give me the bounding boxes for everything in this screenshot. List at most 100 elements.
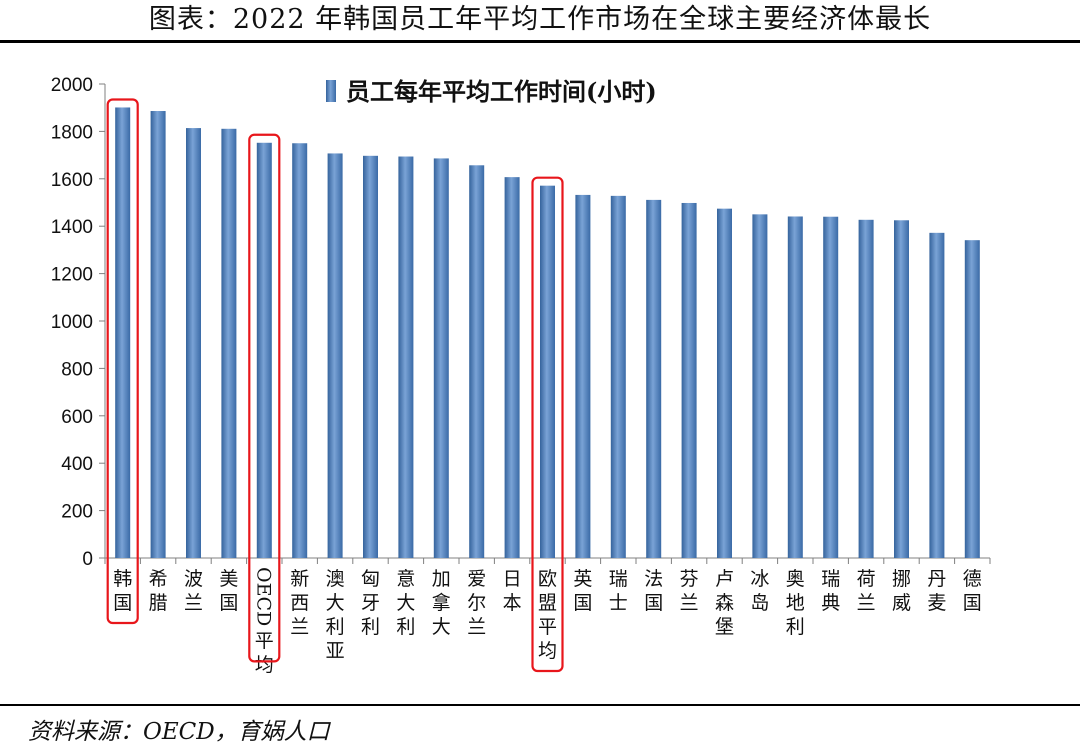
category-label-part: 瑞 <box>609 568 628 590</box>
bar <box>823 216 839 558</box>
category-label-part: 美 <box>219 568 238 590</box>
category-label-part: 法 <box>644 568 663 590</box>
category-label-part: 大 <box>396 592 415 614</box>
category-label: 欧盟平均 <box>538 568 557 662</box>
category-label-part: 欧 <box>538 568 557 590</box>
legend-swatch <box>326 80 336 102</box>
category-label-part: 芬 <box>680 568 699 590</box>
category-label-part: 冰 <box>750 568 769 590</box>
category-label-part: 森 <box>715 592 734 614</box>
category-label-part: 士 <box>609 592 628 614</box>
category-label-part: 丹 <box>927 568 946 590</box>
chart-legend: 员工每年平均工作时间(小时) <box>326 77 657 106</box>
bar <box>292 143 308 558</box>
category-label: 爱尔兰 <box>467 568 486 638</box>
category-label: 奥地利 <box>786 568 805 638</box>
bar <box>717 208 732 559</box>
category-label-part: 兰 <box>467 616 486 638</box>
bar <box>327 153 343 558</box>
y-tick-label: 1800 <box>51 122 93 143</box>
category-label: 意大利 <box>396 568 415 638</box>
category-label: 荷兰 <box>857 568 876 614</box>
category-label-part: 腊 <box>149 592 168 614</box>
category-label-part: 亚 <box>326 640 345 662</box>
category-label-part: 平 <box>538 616 557 638</box>
y-tick-label: 0 <box>82 549 93 570</box>
category-label-part: 堡 <box>715 616 734 638</box>
category-label-part: 兰 <box>290 616 309 638</box>
category-label: 波兰 <box>184 568 203 614</box>
category-label-part: 盟 <box>538 592 557 614</box>
category-label-part: 利 <box>396 616 415 638</box>
category-label-part: 意 <box>396 568 415 590</box>
highlight-boxes <box>106 98 564 673</box>
category-label-rotated: OECD <box>252 567 274 626</box>
bar <box>433 158 449 558</box>
category-label-part: 国 <box>963 592 982 614</box>
category-label: 希腊 <box>149 568 168 614</box>
bar <box>540 185 555 558</box>
highlight-box <box>248 133 281 663</box>
bar <box>894 220 909 558</box>
category-label-part: 本 <box>503 592 522 614</box>
chart-title: 图表：2022 年韩国员工年平均工作市场在全球主要经济体最长 <box>148 4 932 35</box>
category-label-part: 卢 <box>715 568 734 590</box>
y-tick-label: 1400 <box>51 217 93 238</box>
category-label-part: 典 <box>821 592 840 614</box>
category-label: 冰岛 <box>750 568 769 614</box>
category-label-part: 牙 <box>361 592 380 614</box>
legend-label: 员工每年平均工作时间(小时) <box>346 77 657 106</box>
category-label-part: 澳 <box>326 568 345 590</box>
source-note: 资料来源：OECD，育娲人口 <box>28 719 330 745</box>
y-tick-label: 600 <box>61 407 93 428</box>
category-label: 平均 <box>255 630 274 676</box>
category-label-part: 兰 <box>857 592 876 614</box>
category-label-part: 大 <box>432 616 451 638</box>
category-label-part: 新 <box>290 568 309 590</box>
chart-bars <box>115 107 980 559</box>
category-label: 卢森堡 <box>715 568 734 638</box>
category-label-part: 利 <box>786 616 805 638</box>
bar <box>646 199 662 558</box>
category-label-part: 瑞 <box>821 568 840 590</box>
category-label-part: 韩 <box>113 568 132 590</box>
bar <box>221 128 237 558</box>
bar <box>504 177 520 559</box>
category-label-part: 均 <box>255 654 274 676</box>
bar <box>787 216 803 558</box>
category-label-part: 国 <box>644 592 663 614</box>
category-label-part: 大 <box>326 592 345 614</box>
bar <box>469 165 485 558</box>
category-label: 瑞士 <box>609 568 628 614</box>
category-label-part: 希 <box>149 568 168 590</box>
category-label-part: 西 <box>290 592 309 614</box>
bar <box>681 202 697 558</box>
category-label-part: 德 <box>963 568 982 590</box>
category-label-part: 利 <box>361 616 380 638</box>
category-label: 新西兰 <box>290 568 309 638</box>
category-label-part: 地 <box>786 592 805 614</box>
bar <box>575 194 591 558</box>
category-label-part: 荷 <box>857 568 876 590</box>
y-tick-label: 800 <box>61 359 93 380</box>
bar <box>752 214 768 558</box>
category-label: 加拿大 <box>432 568 451 638</box>
bar <box>858 219 874 558</box>
category-label: 匈牙利 <box>361 568 380 638</box>
footer-rule <box>0 704 1080 706</box>
bar <box>186 128 201 558</box>
bar <box>929 232 945 558</box>
bar <box>398 156 414 558</box>
category-label-part: 麦 <box>927 592 946 614</box>
category-label-part: 奥 <box>786 568 805 590</box>
chart-axes: 0 200 400 600 800 1000 1200 1400 1600 1800 2000 <box>51 75 991 570</box>
category-label-part: 尔 <box>467 592 486 614</box>
y-tick-label: 1000 <box>51 312 93 333</box>
y-tick-label: 400 <box>61 454 93 475</box>
category-label-part: 国 <box>113 592 132 614</box>
category-label: 英国 <box>573 568 592 614</box>
y-tick-label: 200 <box>61 502 93 523</box>
category-label: 丹麦 <box>927 568 946 614</box>
category-label: 韩国 <box>113 568 132 614</box>
y-tick-label: 2000 <box>51 75 93 96</box>
